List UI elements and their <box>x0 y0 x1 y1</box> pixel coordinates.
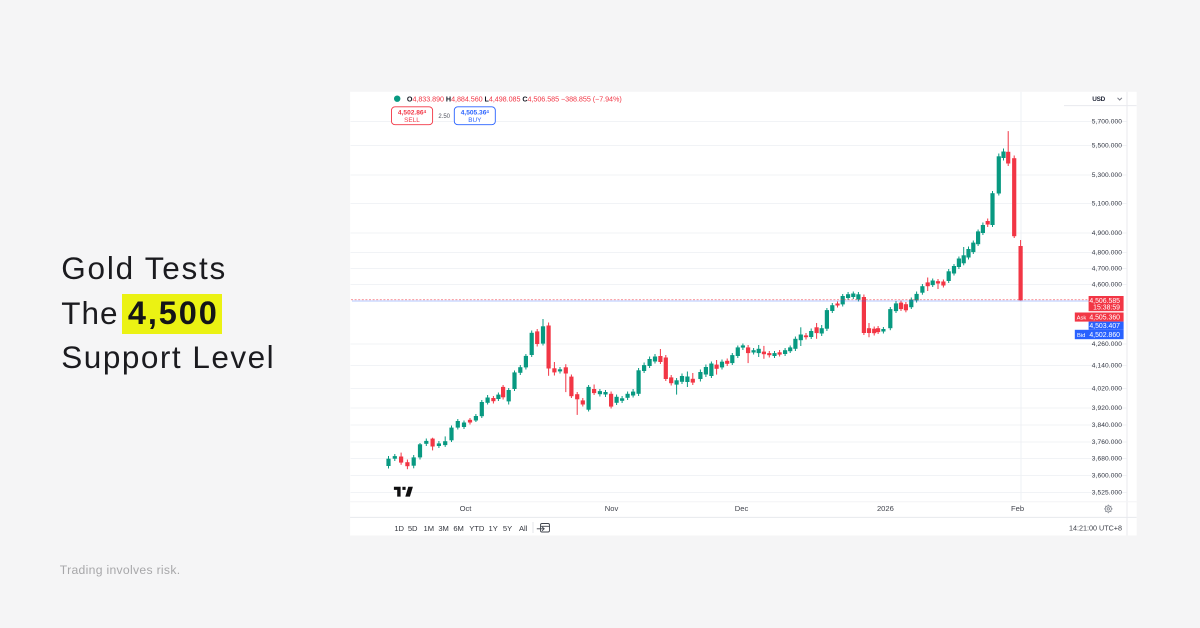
svg-text:4,502.860: 4,502.860 <box>1089 332 1120 339</box>
svg-text:14:21:00 UTC+8: 14:21:00 UTC+8 <box>1069 524 1122 533</box>
svg-text:Dec: Dec <box>735 504 749 513</box>
svg-text:6M: 6M <box>453 524 464 533</box>
svg-text:4,502.864: 4,502.864 <box>398 109 427 117</box>
svg-text:4,700.000: 4,700.000 <box>1092 266 1122 273</box>
svg-text:2.50: 2.50 <box>438 114 450 120</box>
svg-text:All: All <box>519 524 528 533</box>
svg-text:1D: 1D <box>394 524 404 533</box>
svg-text:5,300.000: 5,300.000 <box>1092 172 1122 179</box>
svg-text:15:38:59: 15:38:59 <box>1093 305 1120 312</box>
svg-text:3,680.000: 3,680.000 <box>1092 456 1122 463</box>
svg-text:3,760.000: 3,760.000 <box>1092 439 1122 446</box>
svg-text:YTD: YTD <box>469 524 485 533</box>
svg-text:Feb: Feb <box>1011 504 1024 513</box>
svg-text:4,140.000: 4,140.000 <box>1092 363 1122 370</box>
svg-text:1Y: 1Y <box>489 524 498 533</box>
svg-text:3,525.000: 3,525.000 <box>1092 490 1122 497</box>
svg-text:4,600.000: 4,600.000 <box>1092 282 1122 289</box>
svg-text:2026: 2026 <box>877 504 894 513</box>
svg-text:SELL: SELL <box>404 117 420 124</box>
svg-text:Nov: Nov <box>605 504 619 513</box>
svg-text:3,600.000: 3,600.000 <box>1092 473 1122 480</box>
svg-text:3,840.000: 3,840.000 <box>1092 422 1122 429</box>
svg-text:4,260.000: 4,260.000 <box>1092 341 1122 348</box>
svg-text:4,505.360: 4,505.360 <box>1089 315 1120 322</box>
svg-text:5D: 5D <box>408 524 418 533</box>
svg-text:5,700.000: 5,700.000 <box>1092 119 1122 126</box>
svg-text:BUY: BUY <box>468 117 482 124</box>
svg-text:4,506.585: 4,506.585 <box>1089 298 1120 305</box>
svg-text:5,100.000: 5,100.000 <box>1092 201 1122 208</box>
svg-text:Ask: Ask <box>1077 316 1087 322</box>
svg-text:USD: USD <box>1092 96 1105 103</box>
svg-text:4,800.000: 4,800.000 <box>1092 250 1122 257</box>
svg-text:4,503.407: 4,503.407 <box>1089 323 1120 330</box>
svg-text:5,500.000: 5,500.000 <box>1092 143 1122 150</box>
svg-text:4,505.364: 4,505.364 <box>461 109 490 117</box>
svg-text:4,020.000: 4,020.000 <box>1092 386 1122 393</box>
svg-text:4,900.000: 4,900.000 <box>1092 230 1122 237</box>
svg-text:Bid: Bid <box>1077 333 1085 339</box>
svg-text:3,920.000: 3,920.000 <box>1092 405 1122 412</box>
svg-text:3M: 3M <box>438 524 449 533</box>
svg-text:1M: 1M <box>424 524 435 533</box>
svg-text:Oct: Oct <box>460 504 473 513</box>
svg-text:O4,833.890 H4,884.560 L4,498.0: O4,833.890 H4,884.560 L4,498.085 C4,506.… <box>407 95 622 104</box>
svg-text:5Y: 5Y <box>503 524 512 533</box>
